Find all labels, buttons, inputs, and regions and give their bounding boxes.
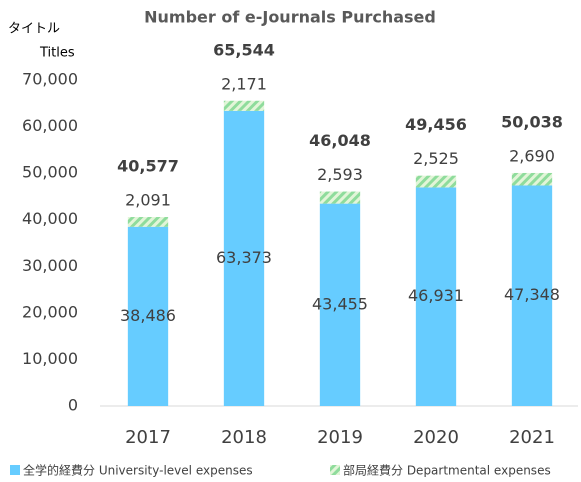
y-tick-label: 30,000 xyxy=(22,256,78,275)
value-label: 38,486 xyxy=(120,306,176,325)
bar-segment xyxy=(415,175,457,188)
legend-label: 部局経費分 Departmental expenses xyxy=(343,463,551,478)
x-tick-label: 2020 xyxy=(413,427,459,448)
y-tick-label: 10,000 xyxy=(22,349,78,368)
value-label: 2,091 xyxy=(125,191,171,210)
value-label: 2,525 xyxy=(413,149,459,168)
bar-segment xyxy=(127,217,169,227)
y-tick-label: 0 xyxy=(68,396,78,415)
value-label: 63,373 xyxy=(216,248,272,267)
total-label: 49,456 xyxy=(405,115,467,134)
bar-segment xyxy=(319,203,361,406)
value-label: 2,690 xyxy=(509,146,555,165)
x-tick-label: 2017 xyxy=(125,427,171,448)
total-label: 40,577 xyxy=(117,157,179,176)
bar-segment xyxy=(511,172,553,186)
bar-segment xyxy=(223,100,265,111)
y-tick-label: 50,000 xyxy=(22,163,78,182)
y-tick-label: 60,000 xyxy=(22,116,78,135)
y-tick-label: 70,000 xyxy=(22,70,78,89)
bar-segment xyxy=(127,226,169,406)
value-label: 43,455 xyxy=(312,294,368,313)
total-label: 50,038 xyxy=(501,112,563,131)
y-tick-label: 20,000 xyxy=(22,302,78,321)
bar-segment xyxy=(415,187,457,406)
x-tick-label: 2018 xyxy=(221,427,267,448)
y-axis-label: タイトル xyxy=(8,22,60,37)
value-label: 46,931 xyxy=(408,286,464,305)
x-tick-label: 2019 xyxy=(317,427,363,448)
x-tick-label: 2021 xyxy=(509,427,555,448)
bar-segment xyxy=(223,110,265,406)
legend-label: 全学的経費分 University-level expenses xyxy=(23,463,253,478)
y-axis-unit: Titles xyxy=(39,46,75,61)
bar-segment xyxy=(511,185,553,406)
bar-segment xyxy=(319,191,361,204)
value-label: 47,348 xyxy=(504,285,560,304)
legend-swatch xyxy=(330,465,340,475)
value-label: 2,593 xyxy=(317,165,363,184)
y-tick-label: 40,000 xyxy=(22,209,78,228)
total-label: 46,048 xyxy=(309,131,371,150)
total-label: 65,544 xyxy=(213,40,275,59)
value-label: 2,171 xyxy=(221,74,267,93)
legend-swatch xyxy=(10,465,20,475)
chart-title: Number of e-Journals Purchased xyxy=(144,8,436,27)
